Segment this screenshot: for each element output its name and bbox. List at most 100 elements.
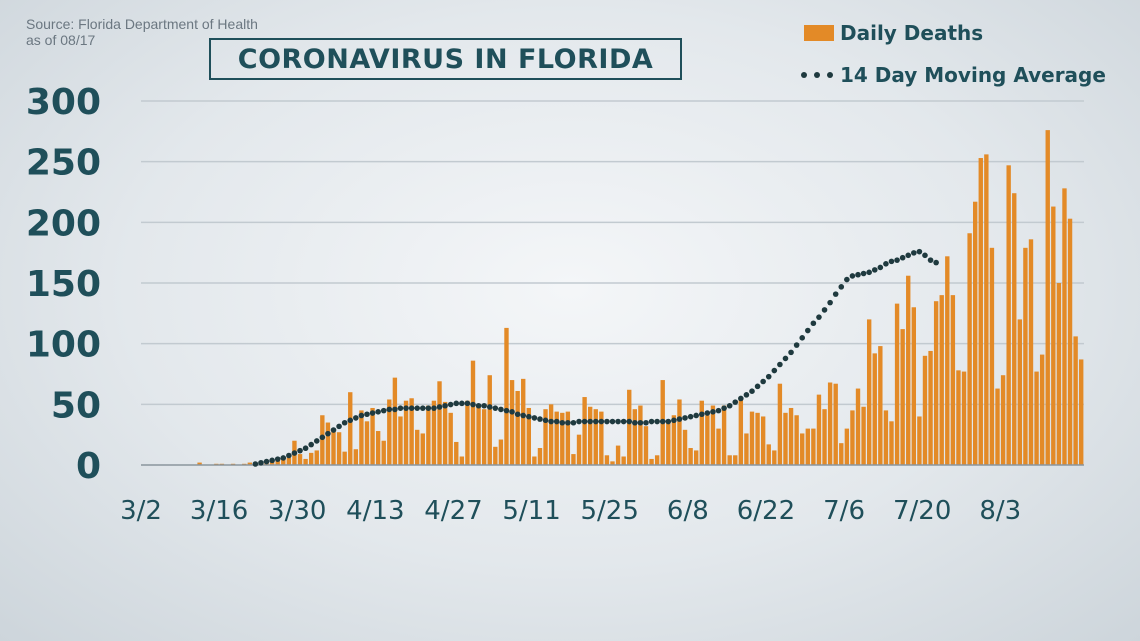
bar-swatch-icon bbox=[804, 25, 834, 41]
bar bbox=[409, 398, 414, 465]
moving-average-point bbox=[252, 461, 259, 467]
bar bbox=[643, 426, 649, 465]
bar bbox=[587, 406, 593, 465]
bar-series bbox=[197, 130, 1084, 466]
bar bbox=[878, 346, 883, 465]
bar bbox=[297, 454, 303, 465]
moving-average-point bbox=[436, 404, 443, 410]
bar bbox=[844, 428, 850, 465]
moving-average-point bbox=[459, 400, 465, 407]
moving-average-point bbox=[548, 418, 554, 425]
bar bbox=[247, 462, 252, 465]
moving-average-point bbox=[258, 459, 264, 466]
bar bbox=[454, 441, 459, 465]
moving-average-point bbox=[726, 402, 733, 409]
moving-average-point bbox=[559, 419, 566, 426]
moving-average-point bbox=[933, 259, 939, 266]
moving-average-point bbox=[899, 254, 906, 261]
y-tick-label: 100 bbox=[26, 325, 101, 366]
bar bbox=[275, 460, 280, 465]
source-note: Source: Florida Department of Health as … bbox=[26, 16, 258, 48]
moving-average-point bbox=[788, 349, 794, 356]
bar bbox=[348, 392, 353, 465]
moving-average-point bbox=[375, 409, 381, 415]
moving-average-point bbox=[514, 411, 521, 418]
moving-average-point bbox=[470, 401, 476, 408]
bar bbox=[448, 412, 453, 465]
bar bbox=[638, 405, 643, 465]
bar bbox=[666, 421, 671, 465]
moving-average-point bbox=[844, 276, 850, 283]
bar bbox=[359, 410, 364, 465]
bar bbox=[615, 445, 621, 465]
bar bbox=[197, 462, 202, 465]
moving-average-point bbox=[537, 416, 543, 422]
bar bbox=[1079, 359, 1084, 465]
moving-average-point bbox=[888, 258, 895, 265]
bar bbox=[604, 455, 610, 465]
bar bbox=[509, 380, 515, 465]
moving-average-point bbox=[263, 458, 270, 465]
moving-average-point bbox=[905, 252, 912, 259]
moving-average-point bbox=[643, 419, 649, 426]
bar bbox=[794, 415, 799, 465]
bar bbox=[738, 398, 744, 465]
bar bbox=[308, 452, 314, 465]
moving-average-point bbox=[297, 447, 303, 454]
moving-average-point bbox=[749, 388, 755, 395]
bar bbox=[872, 353, 877, 465]
bar bbox=[487, 375, 492, 465]
legend-item-daily-deaths: Daily Deaths bbox=[804, 21, 983, 45]
bar bbox=[320, 415, 325, 465]
bar bbox=[850, 410, 855, 465]
bar bbox=[521, 378, 526, 465]
moving-average-point bbox=[576, 418, 582, 425]
x-tick-label: 7/20 bbox=[893, 496, 951, 526]
bar bbox=[415, 429, 420, 465]
bar bbox=[442, 401, 448, 465]
y-axis: 0 50 100 150 200 250 300 bbox=[26, 82, 101, 487]
moving-average-point bbox=[397, 405, 404, 411]
moving-average-point bbox=[330, 427, 337, 433]
moving-average-point bbox=[509, 409, 515, 415]
dotted-line-icon bbox=[801, 72, 833, 78]
x-tick-label: 5/25 bbox=[581, 496, 639, 526]
bar bbox=[1023, 247, 1028, 465]
bar bbox=[420, 433, 425, 465]
y-tick-label: 150 bbox=[26, 264, 101, 305]
bar bbox=[989, 247, 995, 465]
moving-average-point bbox=[570, 419, 577, 426]
bar bbox=[978, 158, 983, 465]
bar bbox=[493, 446, 498, 465]
bar bbox=[392, 377, 398, 465]
chart-title-box: CORONAVIRUS IN FLORIDA bbox=[209, 38, 682, 80]
moving-average-point bbox=[358, 412, 365, 419]
bar bbox=[833, 383, 838, 465]
x-tick-label: 3/30 bbox=[268, 496, 326, 526]
bar bbox=[548, 404, 554, 465]
moving-average-point bbox=[364, 411, 370, 418]
bar bbox=[906, 275, 911, 465]
x-tick-label: 6/8 bbox=[667, 496, 709, 526]
bar bbox=[593, 409, 598, 465]
moving-average-point bbox=[732, 399, 739, 405]
bar bbox=[705, 415, 710, 465]
moving-average-point bbox=[894, 257, 900, 263]
bar bbox=[727, 455, 732, 465]
moving-average-point bbox=[615, 418, 621, 425]
bar bbox=[353, 449, 359, 465]
moving-average-point bbox=[291, 450, 298, 456]
bar bbox=[861, 406, 866, 465]
bar bbox=[426, 405, 431, 465]
bar bbox=[939, 295, 944, 465]
bar bbox=[470, 360, 476, 465]
bar bbox=[866, 319, 872, 465]
bar bbox=[632, 409, 638, 465]
chart-title: CORONAVIRUS IN FLORIDA bbox=[237, 43, 654, 75]
source-line: Source: Florida Department of Health bbox=[26, 16, 258, 32]
moving-average-point bbox=[481, 402, 487, 409]
moving-average-point bbox=[832, 291, 839, 297]
bar bbox=[1012, 193, 1017, 466]
moving-average-point bbox=[821, 307, 828, 313]
